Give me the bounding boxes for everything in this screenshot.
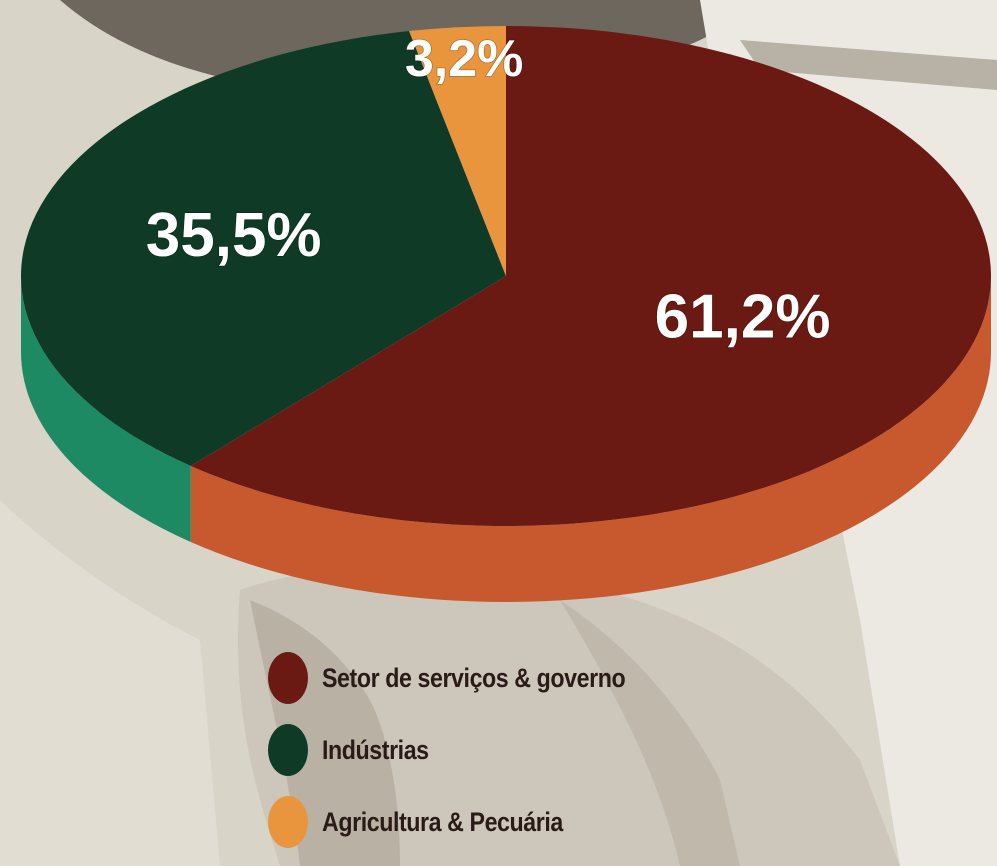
pie-side-1 — [21, 276, 191, 542]
legend-swatch-2 — [268, 796, 308, 848]
pie-label-0: 61,2% — [655, 282, 831, 351]
legend-swatch-1 — [268, 724, 308, 776]
pie-slices — [20, 26, 991, 526]
legend-item-0: Setor de serviços & governo — [268, 648, 675, 708]
legend-swatch-0 — [268, 652, 308, 704]
pie-slice-0 — [190, 26, 991, 526]
legend: Setor de serviços & governo Indústrias A… — [268, 648, 675, 864]
pie-label-1: 35,5% — [146, 201, 322, 270]
legend-label-2: Agricultura & Pecuária — [322, 806, 563, 837]
pie-slice-1 — [20, 31, 506, 466]
pie-side-0 — [190, 276, 991, 602]
legend-item-1: Indústrias — [268, 720, 675, 780]
legend-label-0: Setor de serviços & governo — [322, 662, 626, 693]
legend-label-1: Indústrias — [322, 734, 429, 765]
legend-item-2: Agricultura & Pecuária — [268, 792, 675, 852]
pie-slice-2 — [409, 26, 506, 276]
pie-sides — [21, 276, 991, 602]
pie-label-2: 3,2% — [405, 30, 524, 88]
pie-value-labels: 61,2% 35,5% 3,2% — [145, 29, 831, 352]
